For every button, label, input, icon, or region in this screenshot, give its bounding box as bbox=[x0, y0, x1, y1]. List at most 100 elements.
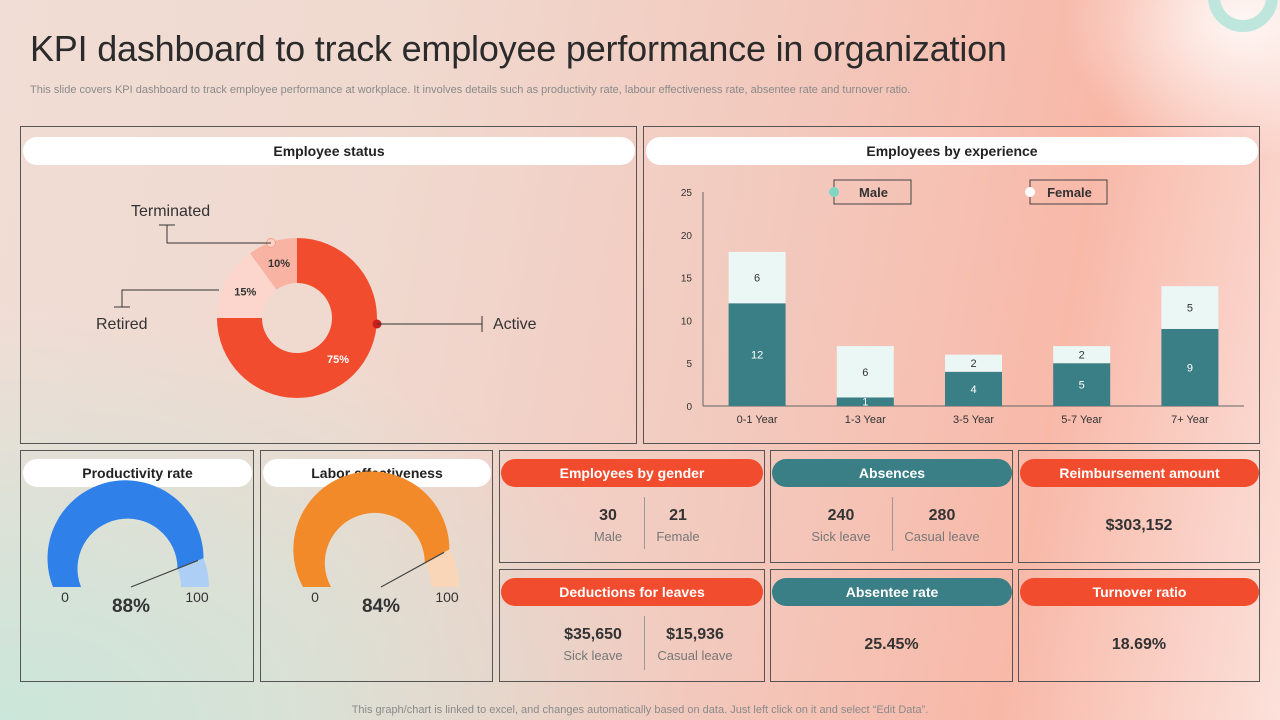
retired-label: Retired bbox=[96, 316, 148, 333]
bar-female-4 bbox=[1161, 286, 1219, 329]
deductions-divider bbox=[644, 616, 645, 670]
bar-female-1 bbox=[836, 346, 894, 398]
bar-value-female-4: 5 bbox=[1187, 303, 1193, 315]
donut-slice-terminated bbox=[249, 238, 297, 290]
bar-value-female-1: 6 bbox=[862, 367, 868, 379]
gauge-fill bbox=[293, 471, 450, 587]
bar-male-1 bbox=[836, 397, 894, 406]
bar-male-0 bbox=[728, 303, 786, 406]
gauge-min-label: 0 bbox=[311, 589, 319, 605]
absences-divider bbox=[892, 497, 893, 551]
bar-value-male-4: 9 bbox=[1187, 362, 1193, 374]
deductions-title: Deductions for leaves bbox=[501, 578, 763, 606]
gauge-value-label: 84% bbox=[362, 596, 400, 617]
legend-dot-female bbox=[1025, 187, 1035, 197]
terminated-leader-line bbox=[166, 225, 271, 244]
x-tick-label: 0-1 Year bbox=[737, 414, 778, 426]
active-label: Active bbox=[493, 316, 537, 333]
deduction-casual-label: Casual leave bbox=[657, 648, 733, 663]
y-tick-label: 5 bbox=[686, 359, 692, 370]
donut-value-active: 75% bbox=[327, 354, 349, 366]
legend-label-male: Male bbox=[859, 185, 888, 200]
bar-value-male-3: 5 bbox=[1079, 380, 1085, 392]
bar-value-male-1: 1 bbox=[862, 397, 868, 409]
x-tick-label: 7+ Year bbox=[1171, 414, 1209, 426]
gender-divider bbox=[644, 497, 645, 549]
y-tick-label: 10 bbox=[681, 316, 693, 327]
experience-title: Employees by experience bbox=[646, 137, 1258, 165]
x-tick-label: 3-5 Year bbox=[953, 414, 994, 426]
bar-value-female-2: 2 bbox=[970, 358, 976, 370]
y-tick-label: 25 bbox=[681, 188, 693, 199]
turnover-title: Turnover ratio bbox=[1020, 578, 1259, 606]
gauge-min-label: 0 bbox=[61, 589, 69, 605]
turnover-value: 18.69% bbox=[1111, 636, 1167, 653]
page-subtitle: This slide covers KPI dashboard to track… bbox=[30, 84, 911, 96]
experience-panel: Employees by experience 0 5 10 15 20 25 12 6 0-1… bbox=[643, 126, 1260, 444]
donut-slice-active bbox=[217, 238, 377, 398]
bar-value-male-0: 12 bbox=[751, 350, 763, 362]
gauge-value-label: 88% bbox=[112, 596, 150, 617]
deductions-panel: Deductions for leaves $35,650 Sick leave… bbox=[499, 569, 765, 682]
gauge-fill bbox=[47, 480, 204, 587]
y-tick-label: 0 bbox=[686, 402, 692, 413]
gauge-remaining bbox=[177, 558, 209, 587]
employee-status-panel: Employee status 75% 15% 10% Active Terminate… bbox=[20, 126, 637, 444]
male-count: 30 bbox=[599, 507, 617, 524]
x-tick-label: 5-7 Year bbox=[1061, 414, 1102, 426]
reimbursement-title: Reimbursement amount bbox=[1020, 459, 1259, 487]
employee-status-donut-chart: 75% 15% 10% Active Terminated Retired bbox=[96, 203, 537, 398]
employee-status-title: Employee status bbox=[23, 137, 635, 165]
absentee-rate-panel: Absentee rate 25.45% bbox=[770, 569, 1013, 682]
y-tick-label: 15 bbox=[681, 274, 693, 285]
bar-male-4 bbox=[1161, 328, 1219, 406]
productivity-panel: Productivity rate 0 100 88% bbox=[20, 450, 254, 682]
page-title: KPI dashboard to track employee performa… bbox=[30, 28, 1007, 69]
bar-female-0 bbox=[728, 251, 786, 304]
casual-leave-count: 280 bbox=[928, 507, 956, 524]
legend-label-female: Female bbox=[1047, 185, 1092, 200]
casual-leave-label: Casual leave bbox=[904, 529, 980, 544]
absences-title: Absences bbox=[772, 459, 1012, 487]
donut-slice-retired bbox=[217, 253, 277, 318]
productivity-gauge: 0 100 88% bbox=[47, 480, 209, 617]
y-tick-label: 20 bbox=[681, 231, 693, 242]
bar-female-2 bbox=[945, 354, 1002, 372]
gauge-needle bbox=[130, 559, 199, 588]
female-label: Female bbox=[656, 529, 700, 544]
gender-panel: Employees by gender 30 Male 21 Female bbox=[499, 450, 765, 563]
retired-leader-line bbox=[121, 289, 219, 307]
reimbursement-panel: Reimbursement amount $303,152 bbox=[1018, 450, 1260, 563]
deduction-sick-label: Sick leave bbox=[563, 648, 623, 663]
productivity-title: Productivity rate bbox=[23, 459, 252, 487]
bar-male-2 bbox=[945, 371, 1002, 406]
deduction-sick-value: $35,650 bbox=[564, 626, 622, 643]
gauge-max-label: 100 bbox=[185, 589, 209, 605]
sick-leave-count: 240 bbox=[827, 507, 855, 524]
absentee-rate-title: Absentee rate bbox=[772, 578, 1012, 606]
sick-leave-label: Sick leave bbox=[811, 529, 871, 544]
terminated-label: Terminated bbox=[131, 203, 210, 220]
turnover-panel: Turnover ratio 18.69% bbox=[1018, 569, 1260, 682]
male-label: Male bbox=[593, 529, 623, 544]
gauge-max-label: 100 bbox=[435, 589, 459, 605]
absentee-rate-value: 25.45% bbox=[864, 636, 919, 653]
bar-male-3 bbox=[1053, 363, 1111, 406]
footer-note: This graph/chart is linked to excel, and… bbox=[351, 704, 929, 716]
bar-value-female-0: 6 bbox=[754, 273, 760, 285]
reimbursement-value: $303,152 bbox=[1105, 517, 1173, 534]
decorative-ring bbox=[1208, 0, 1278, 32]
gender-title: Employees by gender bbox=[501, 459, 763, 487]
bar-value-male-2: 4 bbox=[970, 384, 976, 396]
donut-value-terminated: 10% bbox=[268, 258, 290, 270]
gauge-needle bbox=[380, 551, 445, 588]
female-count: 21 bbox=[669, 507, 687, 524]
legend-dot-male bbox=[829, 187, 839, 197]
absences-panel: Absences 240 Sick leave 280 Casual leave bbox=[770, 450, 1013, 563]
bar-value-female-3: 2 bbox=[1079, 350, 1085, 362]
deduction-casual-value: $15,936 bbox=[666, 626, 724, 643]
bar-female-3 bbox=[1053, 346, 1111, 364]
donut-value-retired: 15% bbox=[234, 287, 256, 299]
